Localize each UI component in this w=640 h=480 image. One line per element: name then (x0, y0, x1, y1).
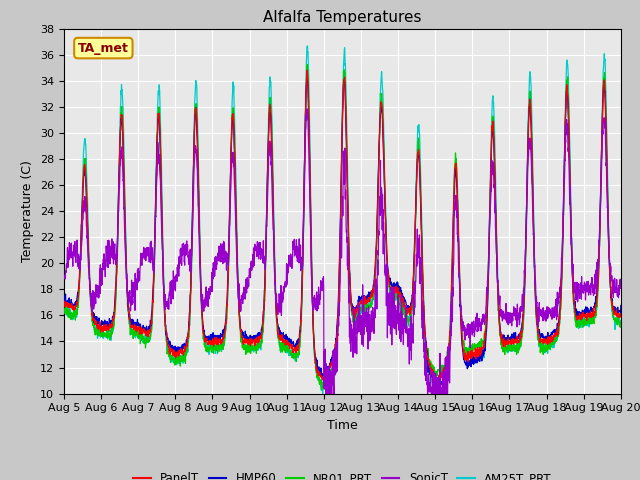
Y-axis label: Temperature (C): Temperature (C) (22, 160, 35, 262)
Text: TA_met: TA_met (78, 42, 129, 55)
X-axis label: Time: Time (327, 419, 358, 432)
Legend: PanelT, HMP60, NR01_PRT, SonicT, AM25T_PRT: PanelT, HMP60, NR01_PRT, SonicT, AM25T_P… (128, 468, 557, 480)
Title: Alfalfa Temperatures: Alfalfa Temperatures (263, 10, 422, 25)
